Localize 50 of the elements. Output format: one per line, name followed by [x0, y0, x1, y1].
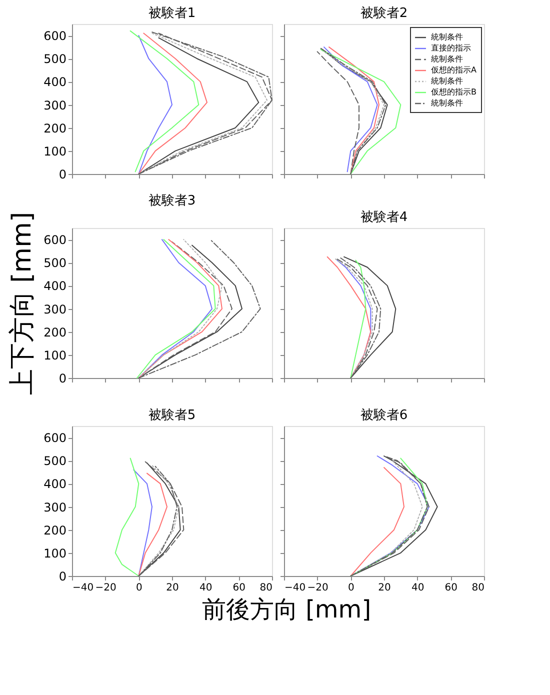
x-tick-label: −40	[72, 582, 94, 594]
y-tick-label: 100	[44, 546, 66, 560]
x-tick-label: 0	[136, 582, 142, 594]
x-tick-label: −40	[284, 582, 306, 594]
y-tick-label: 600	[44, 29, 66, 44]
legend-label: 仮想的指示A	[431, 66, 477, 74]
x-tick-label: 20	[166, 582, 179, 594]
x-tick-label: 40	[411, 582, 424, 594]
y-tick-label: 0	[58, 570, 66, 584]
chart-title: 被験者5	[148, 408, 196, 423]
y-tick-label: 0	[58, 372, 66, 386]
y-tick-label: 200	[44, 121, 66, 136]
legend-label: 直接的指示	[431, 44, 471, 52]
x-axis-title: 前後方向 [mm]	[202, 596, 372, 624]
y-tick-label: 500	[44, 256, 66, 270]
legend-label: 統制条件	[431, 76, 463, 86]
legend-label: 統制条件	[431, 32, 463, 42]
chart-title: 被験者4	[360, 210, 408, 225]
legend-label: 統制条件	[431, 98, 463, 108]
y-tick-label: 500	[44, 454, 66, 468]
y-tick-label: 300	[44, 302, 66, 316]
y-tick-label: 200	[44, 325, 66, 340]
chart-title: 被験者1	[148, 6, 196, 21]
chart-title: 被験者6	[360, 408, 408, 423]
y-tick-label: 500	[44, 52, 66, 66]
y-tick-label: 200	[44, 523, 66, 538]
legend-label: 統制条件	[431, 54, 463, 64]
chart-title: 被験者3	[148, 193, 196, 208]
y-tick-label: 400	[44, 279, 66, 294]
y-tick-label: 100	[44, 144, 66, 158]
x-tick-label: 60	[232, 582, 246, 594]
x-tick-label: 80	[472, 582, 484, 594]
x-tick-label: 80	[260, 582, 272, 594]
chart-title: 被験者2	[360, 6, 408, 21]
y-tick-label: 100	[44, 348, 66, 362]
x-tick-label: −20	[95, 582, 116, 594]
y-tick-label: 400	[44, 75, 66, 90]
y-tick-label: 0	[58, 168, 66, 182]
y-tick-label: 600	[44, 233, 66, 248]
x-tick-label: 40	[199, 582, 212, 594]
x-tick-label: 0	[348, 582, 354, 594]
x-tick-label: −20	[307, 582, 328, 594]
y-tick-label: 400	[44, 477, 66, 492]
y-tick-label: 300	[44, 500, 66, 514]
legend-label: 仮想的指示B	[431, 88, 476, 96]
y-tick-label: 600	[44, 431, 66, 446]
y-axis-title: 上下方向 [mm]	[8, 212, 38, 396]
x-tick-label: 20	[378, 582, 391, 594]
y-tick-label: 300	[44, 98, 66, 112]
x-tick-label: 60	[444, 582, 458, 594]
